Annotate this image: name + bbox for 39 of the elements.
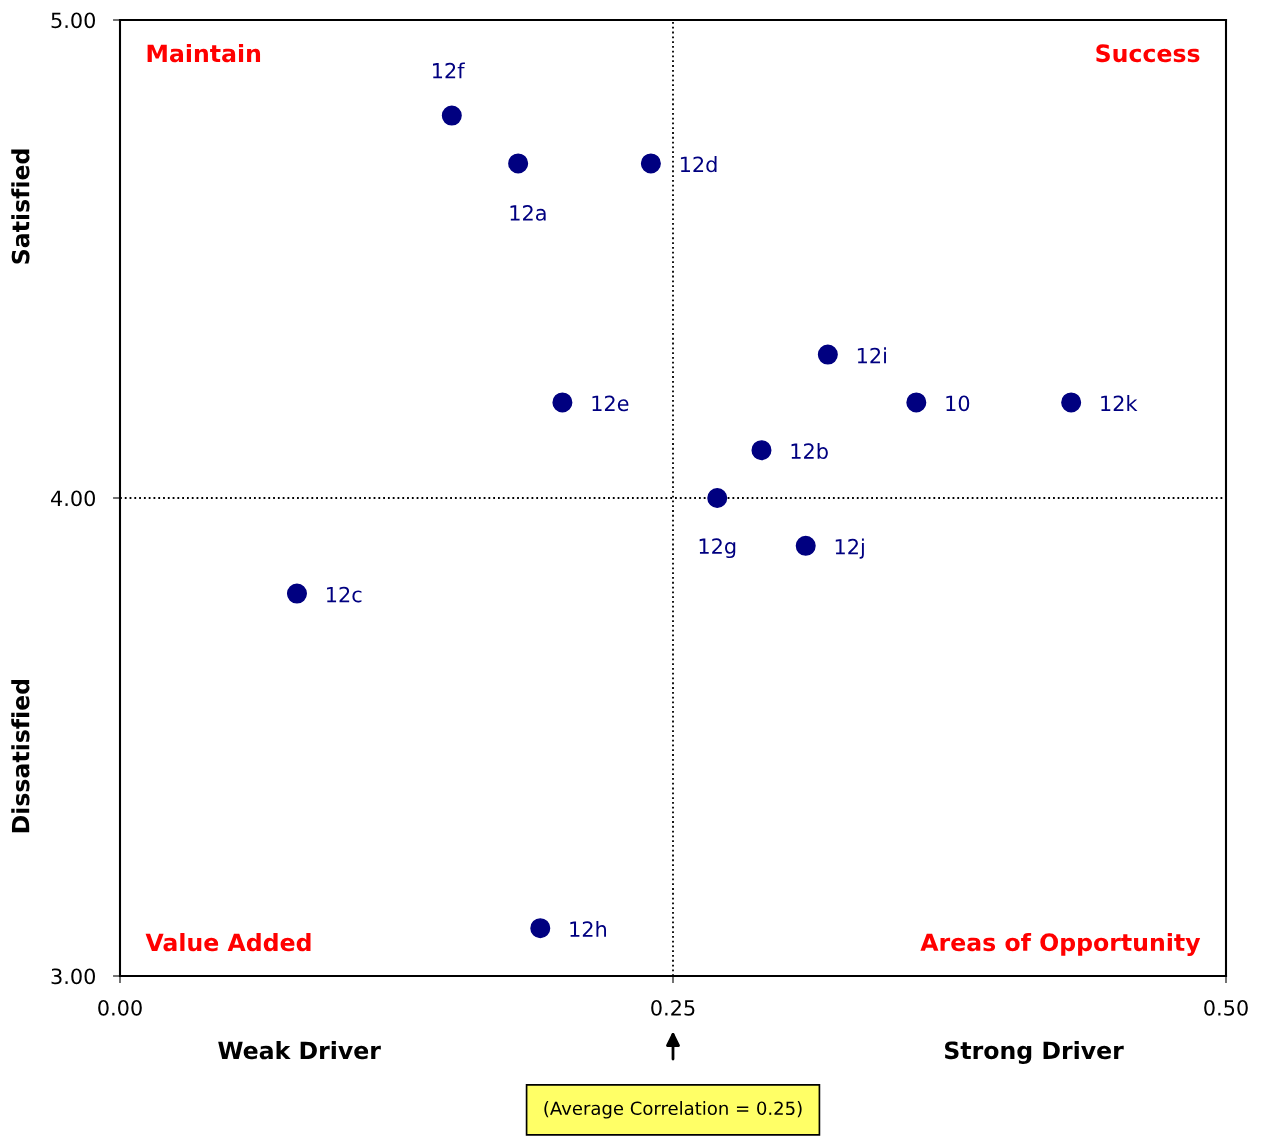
y-tick-label: 3.00 — [51, 968, 96, 985]
x-tick-label: 0.50 — [1204, 999, 1248, 1016]
annotation: 12c — [327, 586, 362, 603]
x-tick-label: 0.00 — [98, 999, 142, 1016]
annotation: Maintain — [147, 43, 261, 63]
annotation: 12b — [791, 442, 828, 460]
annotation: 12e — [592, 395, 629, 412]
point — [906, 392, 927, 413]
annotation: 12g — [699, 538, 736, 559]
point — [1061, 392, 1082, 413]
text: Dissatisfied — [11, 679, 30, 833]
text: Weak Driver — [218, 1041, 381, 1060]
annotation: Value Added — [145, 933, 311, 952]
point — [640, 153, 661, 174]
annotation: 12d — [680, 156, 717, 173]
annotation: 10 — [946, 395, 970, 412]
point — [817, 344, 838, 365]
annotation: Areas of Opportunity — [920, 932, 1201, 956]
annotation: 12i — [857, 347, 886, 364]
y-tick-label: 5.00 — [51, 12, 96, 29]
annotation: 12k — [1101, 395, 1138, 411]
point — [751, 440, 772, 461]
point — [530, 918, 551, 939]
annotation: 12f — [433, 62, 465, 79]
point — [795, 535, 816, 556]
text: Strong Driver — [945, 1040, 1124, 1064]
ref-line-label: (Average Correlation = 0.25) — [544, 1101, 802, 1119]
point — [707, 487, 728, 509]
annotation: 12a — [510, 205, 546, 221]
point — [552, 392, 573, 413]
point — [508, 153, 529, 174]
x-tick-label: 0.25 — [651, 999, 695, 1016]
annotation: 12h — [570, 920, 606, 937]
annotation: Success — [1096, 44, 1200, 63]
point — [286, 583, 307, 604]
point — [441, 105, 462, 126]
annotation: 12j — [835, 538, 864, 559]
y-tick-label: 4.00 — [51, 490, 96, 507]
text: Satisfied — [11, 149, 30, 264]
